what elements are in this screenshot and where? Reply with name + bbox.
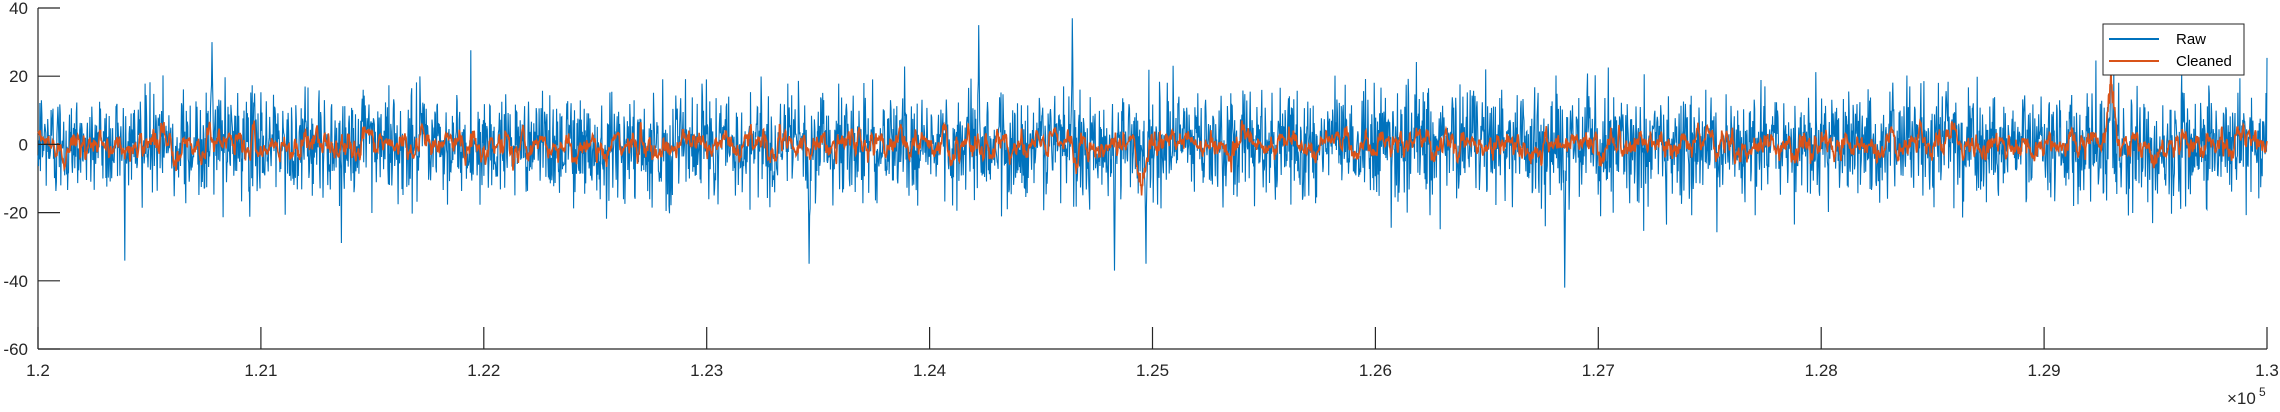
x-tick-label: 1.21 xyxy=(244,361,277,380)
x-tick-label: 1.28 xyxy=(1805,361,1838,380)
legend[interactable]: Raw Cleaned xyxy=(2102,23,2245,76)
x-tick-label: 1.25 xyxy=(1136,361,1169,380)
y-tick-label: 20 xyxy=(9,67,28,86)
legend-label-raw: Raw xyxy=(2176,31,2206,48)
x-tick-label: 1.29 xyxy=(2028,361,2061,380)
y-tick-label: 40 xyxy=(9,0,28,18)
x-tick-label: 1.22 xyxy=(467,361,500,380)
x-exponent-label: ×10 xyxy=(2227,389,2256,408)
legend-box xyxy=(2102,23,2245,76)
legend-label-cleaned: Cleaned xyxy=(2176,53,2232,70)
series-line-cleaned xyxy=(37,69,2268,196)
ticks: 1.2 1.21 1.22 1.23 1.24 1.25 1.26 1.27 1.28 1.29 1… xyxy=(3,0,2278,380)
x-exponent-power: 5 xyxy=(2259,385,2266,399)
x-tick-label: 1.3 xyxy=(2255,361,2279,380)
y-tick-label: -40 xyxy=(3,272,28,291)
plot-area xyxy=(37,18,2268,288)
y-tick-label: -20 xyxy=(3,204,28,223)
x-tick-label: 1.24 xyxy=(913,361,946,380)
x-tick-label: 1.27 xyxy=(1582,361,1615,380)
y-tick-label: 0 xyxy=(19,135,28,154)
x-tick-label: 1.26 xyxy=(1359,361,1392,380)
x-tick-label: 1.2 xyxy=(26,361,50,380)
x-tick-label: 1.23 xyxy=(690,361,723,380)
y-tick-label: -60 xyxy=(3,340,28,359)
